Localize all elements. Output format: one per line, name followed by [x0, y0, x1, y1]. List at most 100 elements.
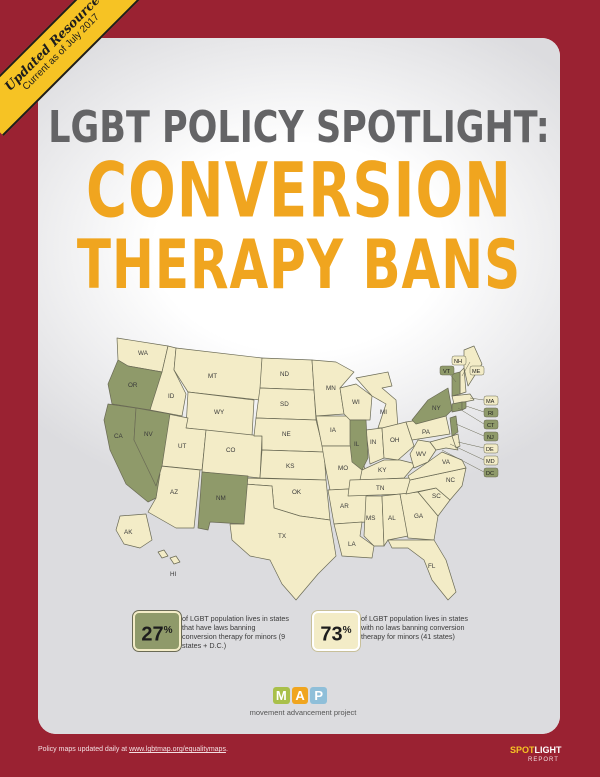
title-line-2: CONVERSION	[86, 147, 512, 236]
label-la: LA	[348, 541, 357, 548]
state-or	[107, 359, 163, 411]
label-nm: NM	[216, 495, 226, 502]
label-wi: WI	[352, 399, 360, 406]
label-or: OR	[128, 382, 138, 389]
stat-unit-ban: %	[163, 625, 173, 636]
label-il: IL	[354, 441, 360, 448]
label-nv: NV	[144, 431, 154, 438]
label-fl: FL	[428, 563, 436, 570]
label-nc: NC	[446, 477, 456, 484]
label-ca: CA	[114, 433, 124, 440]
callout-vt: VT	[443, 369, 451, 375]
state-tx	[229, 483, 337, 601]
state-de	[451, 433, 461, 449]
state-mt	[173, 347, 263, 401]
spotlight-spot: SPOT	[510, 745, 535, 755]
state-oh	[381, 421, 415, 461]
label-mo: MO	[338, 465, 348, 472]
state-labels: WA OR CA NV ID MT WY UT CO AZ NM ND SD N…	[114, 350, 456, 578]
state-ak	[115, 513, 153, 549]
footer-link[interactable]: www.lgbtmap.org/equalitymaps	[129, 746, 226, 753]
label-ar: AR	[340, 503, 349, 510]
stat-box-ban: 27%	[133, 611, 181, 651]
title-line-1: LGBT POLICY SPOTLIGHT:	[48, 103, 550, 153]
callout-nj: NJ	[487, 435, 494, 441]
state-la	[333, 521, 375, 559]
label-mi: MI	[380, 409, 387, 416]
logo-letter-m: M	[273, 687, 290, 704]
footer-end: .	[225, 746, 228, 753]
state-ky	[359, 459, 417, 481]
spotlight-light: LIGHT	[534, 745, 562, 755]
state-al	[381, 493, 409, 547]
ne-callouts	[439, 355, 499, 478]
state-md	[429, 435, 459, 451]
map-logo[interactable]: M A P	[273, 687, 328, 707]
label-oh: OH	[390, 437, 400, 444]
label-pa: PA	[422, 429, 431, 436]
label-mn: MN	[326, 385, 336, 392]
label-tn: TN	[376, 485, 385, 492]
label-al: AL	[388, 515, 396, 522]
stat-text-ban: of LGBT population lives in states that …	[182, 614, 289, 650]
logo-letter-a: A	[291, 687, 309, 704]
footer-text: Policy maps updated daily at	[38, 746, 130, 753]
label-ky: KY	[378, 467, 387, 474]
callout-md: MD	[486, 459, 495, 465]
state-mi	[355, 371, 399, 429]
state-co	[201, 429, 263, 479]
spotlight-logo: SPOTLIGHT	[510, 745, 562, 755]
label-ne: NE	[282, 431, 291, 438]
label-ia: IA	[330, 427, 337, 434]
stat-box-noban: 73%	[312, 611, 360, 651]
state-nj	[449, 415, 459, 437]
state-hi	[157, 549, 181, 565]
state-in	[365, 427, 385, 465]
state-nv	[133, 407, 171, 487]
label-wv: WV	[416, 451, 427, 458]
spotlight-report: REPORT	[528, 757, 559, 763]
label-az: AZ	[170, 489, 178, 496]
label-wa: WA	[138, 350, 149, 357]
logo-subtitle: movement advancement project	[249, 708, 357, 717]
label-co: CO	[226, 447, 236, 454]
state-wi	[339, 383, 373, 421]
title-line-3: THERAPY BANS	[76, 225, 522, 305]
label-ks: KS	[286, 463, 294, 470]
callout-nh: NH	[454, 359, 462, 365]
label-sd: SD	[280, 401, 289, 408]
label-ut: UT	[178, 443, 187, 450]
label-ok: OK	[292, 489, 302, 496]
label-id: ID	[168, 393, 175, 400]
callout-ma: MA	[486, 399, 495, 405]
logo-letter-p: P	[310, 687, 328, 704]
label-in: IN	[370, 439, 377, 446]
stat-value-ban: 27	[141, 623, 164, 646]
label-mt: MT	[208, 373, 217, 380]
label-va: VA	[442, 459, 451, 466]
label-sc: SC	[432, 493, 441, 500]
state-ri	[461, 401, 467, 411]
callout-ri: RI	[488, 411, 494, 417]
footer-note: Policy maps updated daily at www.lgbtmap…	[38, 746, 228, 753]
state-fl	[387, 539, 457, 601]
label-ak: AK	[124, 529, 133, 536]
label-nd: ND	[280, 371, 290, 378]
state-vt	[451, 371, 461, 397]
label-ny: NY	[432, 405, 442, 412]
label-hi: HI	[170, 571, 177, 578]
stat-unit-noban: %	[342, 625, 352, 636]
label-ms: MS	[366, 515, 375, 522]
callout-me: ME	[472, 369, 481, 375]
ne-callout-labels: NH VT ME MA RI CT NJ DE MD DC	[443, 359, 495, 477]
state-ct	[451, 401, 463, 413]
callout-ct: CT	[487, 423, 495, 429]
stat-text-noban: of LGBT population lives in states with …	[361, 614, 468, 641]
label-ga: GA	[414, 513, 424, 520]
state-ms	[363, 495, 385, 547]
callout-de: DE	[486, 447, 494, 453]
callout-dc: DC	[486, 471, 494, 477]
state-nm	[197, 471, 249, 531]
stat-value-noban: 73	[320, 623, 343, 646]
